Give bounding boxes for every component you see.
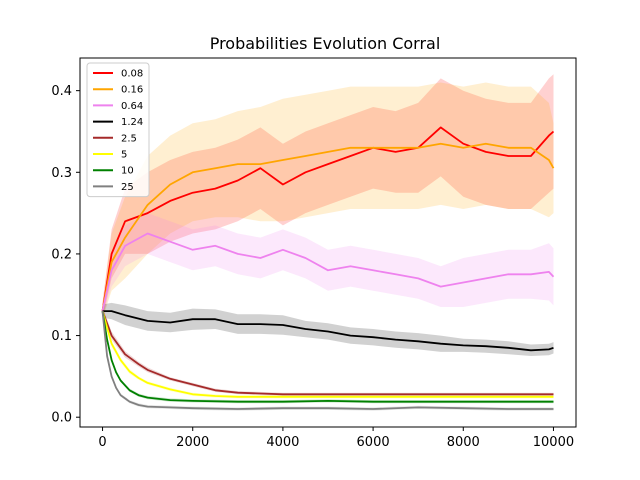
y-tick-label: 0.0 [51, 411, 72, 426]
confidence-bands [102, 74, 554, 411]
x-tick-label: 8000 [447, 435, 480, 450]
series-line-5 [101, 310, 554, 398]
series-line-25 [101, 311, 554, 410]
series-line-0.64 [101, 232, 555, 312]
confidence-band-0.16 [102, 82, 554, 320]
series-line-0.16 [101, 142, 555, 312]
confidence-band-1.24 [102, 302, 554, 356]
legend-label-10: 10 [121, 166, 134, 177]
x-tick-label: 10000 [533, 435, 574, 450]
legend-label-25: 25 [121, 182, 134, 193]
series-line-1.24 [102, 310, 554, 352]
legend: 0.08 0.16 0.64 1.24 2.5 5 10 25 [86, 62, 150, 198]
x-tick-label: 6000 [357, 435, 390, 450]
legend-label-0.08: 0.08 [121, 69, 143, 80]
legend-box [86, 62, 150, 198]
series-line-10 [101, 310, 554, 403]
legend-label-1.24: 1.24 [121, 117, 143, 128]
x-tick-label: 4000 [266, 435, 299, 450]
y-tick-label: 0.2 [51, 247, 72, 262]
plot-area [101, 74, 555, 411]
legend-label-0.16: 0.16 [121, 85, 143, 96]
confidence-band-0.08 [102, 74, 554, 320]
legend-label-2.5: 2.5 [121, 133, 137, 144]
y-tick-label: 0.3 [51, 166, 72, 181]
confidence-band-0.64 [102, 213, 554, 320]
legend-label-5: 5 [121, 150, 127, 161]
legend-label-0.64: 0.64 [121, 101, 143, 112]
x-tick-label: 2000 [176, 435, 209, 450]
chart-title: Probabilities Evolution Corral [210, 34, 441, 53]
x-tick-label: 0 [98, 435, 106, 450]
axes-frame [79, 57, 577, 428]
series-line-0.08 [101, 126, 555, 312]
y-axis: 0.0 0.1 0.2 0.3 0.4 [51, 84, 80, 426]
y-tick-label: 0.4 [51, 84, 72, 99]
y-tick-label: 0.1 [51, 329, 72, 344]
series-line-2.5 [101, 310, 554, 396]
x-axis: 0 2000 4000 6000 8000 10000 [98, 427, 574, 450]
series-lines [101, 126, 555, 410]
